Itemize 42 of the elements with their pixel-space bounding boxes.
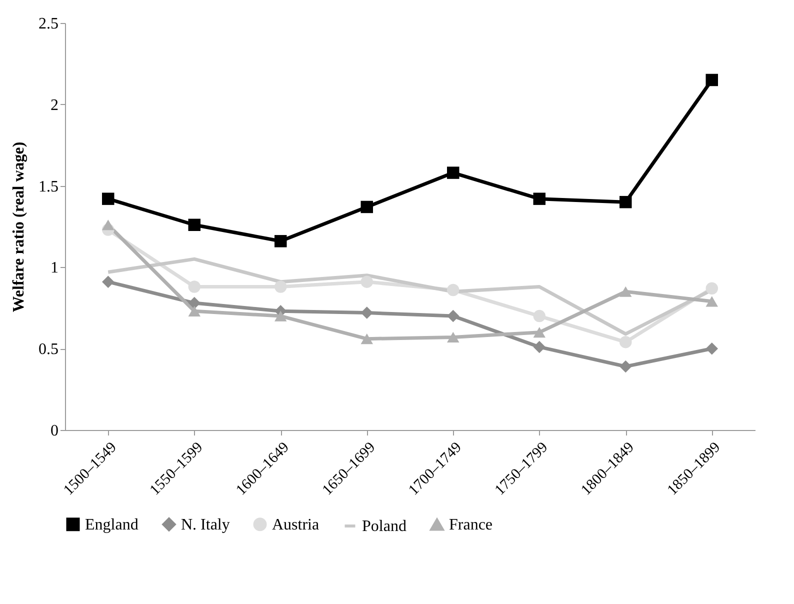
point	[447, 166, 460, 179]
point	[447, 284, 460, 296]
point	[533, 310, 546, 322]
y-tick-label: 1.5	[38, 178, 58, 196]
point	[274, 280, 287, 293]
point	[188, 306, 200, 316]
point	[102, 192, 114, 205]
y-tick-label: 1	[50, 260, 58, 277]
legend-label: N. Italy	[181, 516, 230, 534]
y-axis-title: Welfare ratio (real wage)	[10, 142, 28, 312]
point	[447, 332, 460, 343]
point	[533, 192, 546, 205]
point	[533, 327, 546, 338]
point	[533, 340, 546, 354]
point	[447, 310, 460, 322]
y-tick-label: 0	[50, 422, 58, 440]
legend-label: France	[449, 516, 493, 534]
point	[706, 342, 718, 355]
point	[706, 296, 718, 307]
point	[102, 276, 114, 288]
point	[102, 220, 114, 230]
point	[274, 310, 287, 322]
point	[188, 218, 200, 231]
y-tick-label: 0.5	[38, 341, 58, 358]
point	[360, 306, 373, 319]
legend-label: Austria	[272, 516, 320, 534]
point	[360, 200, 373, 214]
point	[620, 336, 632, 348]
legend-label: England	[85, 516, 138, 534]
point	[360, 276, 373, 288]
point	[620, 196, 632, 208]
point	[188, 280, 200, 293]
point	[360, 334, 373, 344]
y-tick-label: 2.5	[38, 16, 58, 32]
legend-label: Poland	[362, 518, 406, 535]
y-tick-label: 2	[50, 96, 58, 114]
point	[274, 235, 287, 248]
point	[706, 74, 718, 86]
point	[706, 282, 718, 294]
point	[620, 360, 632, 373]
point	[620, 286, 632, 297]
point	[188, 296, 200, 310]
